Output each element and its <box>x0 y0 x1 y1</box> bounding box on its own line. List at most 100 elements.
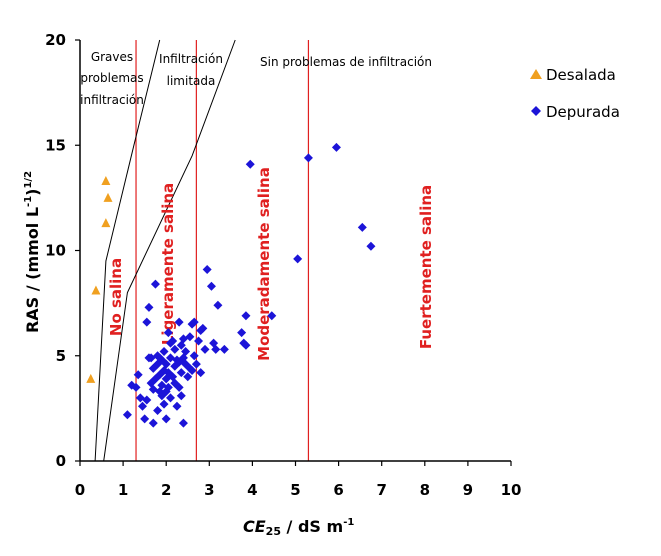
x-tick-label: 6 <box>333 481 343 499</box>
data-point-depurada <box>191 359 201 369</box>
data-point-depurada <box>174 317 184 327</box>
zone-label-sin-problemas: Sin problemas de infiltración <box>260 55 432 69</box>
data-point-depurada <box>219 344 229 354</box>
legend: Desalada Depurada <box>530 66 620 121</box>
data-point-depurada <box>202 264 212 274</box>
data-point-desalada <box>101 218 111 228</box>
data-point-depurada <box>293 254 303 264</box>
x-axis-title-main: CE <box>243 517 266 536</box>
data-point-depurada <box>357 222 367 232</box>
data-point-depurada <box>206 281 216 291</box>
y-axis-title-main: RAS / (mmol L <box>23 207 42 333</box>
x-tick-label: 5 <box>290 481 300 499</box>
data-point-depurada <box>174 382 184 392</box>
salinity-label-fuertemente: Fuertemente salina <box>417 185 435 349</box>
data-point-depurada <box>153 405 163 415</box>
data-point-depurada <box>189 351 199 361</box>
data-point-depurada <box>196 368 206 378</box>
data-point-depurada <box>142 395 152 405</box>
y-tick-label: 20 <box>45 31 66 49</box>
x-tick-label: 0 <box>75 481 85 499</box>
x-tick-label: 7 <box>376 481 386 499</box>
x-tick-label: 10 <box>501 481 522 499</box>
data-point-depurada <box>163 328 173 338</box>
x-tick-label: 1 <box>118 481 128 499</box>
x-axis-title: CE25 / dS m-1 <box>243 517 354 538</box>
data-point-depurada <box>211 344 221 354</box>
x-axis-title-units: / dS m <box>281 517 343 536</box>
data-point-depurada <box>245 159 255 169</box>
data-point-depurada <box>366 241 376 251</box>
data-point-depurada <box>237 328 247 338</box>
legend-label-depurada: Depurada <box>546 103 620 121</box>
x-tick-label: 2 <box>161 481 171 499</box>
data-point-depurada <box>187 365 197 375</box>
data-point-depurada <box>181 347 191 357</box>
data-point-depurada <box>155 353 165 363</box>
data-point-depurada <box>148 418 158 428</box>
data-point-depurada <box>159 347 169 357</box>
y-axis-title-sup1: -1 <box>23 196 34 207</box>
legend-triangle-icon <box>530 69 542 79</box>
data-point-depurada <box>166 393 176 403</box>
data-point-depurada <box>170 344 180 354</box>
data-point-depurada <box>303 153 313 163</box>
y-tick-label: 15 <box>45 136 66 154</box>
y-axis-title-close: ) <box>23 189 42 196</box>
data-point-depurada <box>241 340 251 350</box>
zone-label-graves: Graves <box>91 50 133 64</box>
x-tick-label: 4 <box>247 481 257 499</box>
salinity-label-no-salina: No salina <box>107 258 125 336</box>
data-point-depurada <box>144 353 154 363</box>
data-point-desalada <box>86 373 96 383</box>
data-point-depurada <box>161 414 171 424</box>
y-tick-label: 5 <box>56 347 66 365</box>
data-point-depurada <box>213 300 223 310</box>
zone-label-infiltracion-2: Infiltración <box>159 52 223 66</box>
data-point-depurada <box>150 279 160 289</box>
data-point-depurada <box>133 370 143 380</box>
zone-label-infiltracion: infiltración <box>80 93 144 107</box>
legend-diamond-icon <box>531 106 541 116</box>
x-tick-label: 9 <box>463 481 473 499</box>
data-point-depurada <box>189 317 199 327</box>
data-point-depurada <box>159 399 169 409</box>
data-point-depurada <box>194 336 204 346</box>
data-point-depurada <box>161 359 171 369</box>
data-point-depurada <box>161 387 171 397</box>
x-axis-title-sub: 25 <box>266 525 281 538</box>
y-axis-title-sup2: 1/2 <box>23 171 34 189</box>
zone-label-limitada: limitada <box>167 74 216 88</box>
data-points <box>86 142 376 428</box>
axis-ticks: 0 1 2 3 4 5 6 7 8 9 10 0 5 10 15 20 <box>45 31 521 499</box>
salinity-label-ligeramente: Ligeramente salina <box>159 183 177 345</box>
infiltration-boundary-line <box>94 39 161 462</box>
zone-label-problemas: problemas <box>80 71 143 85</box>
y-tick-label: 10 <box>45 242 66 260</box>
data-point-depurada <box>137 401 147 411</box>
x-tick-label: 8 <box>420 481 430 499</box>
data-point-depurada <box>267 311 277 321</box>
data-point-depurada <box>148 384 158 394</box>
data-point-depurada <box>174 357 184 367</box>
y-tick-label: 0 <box>56 452 66 470</box>
salinity-label-moderadamente: Moderadamente salina <box>255 167 273 361</box>
data-point-desalada <box>91 285 101 295</box>
data-point-depurada <box>172 401 182 411</box>
x-tick-label: 3 <box>204 481 214 499</box>
data-point-depurada <box>331 142 341 152</box>
data-point-depurada <box>185 332 195 342</box>
data-point-depurada <box>176 368 186 378</box>
x-axis-title-sup: -1 <box>343 517 354 528</box>
data-point-depurada <box>198 323 208 333</box>
infiltration-boundary-line <box>103 39 236 462</box>
data-point-depurada <box>176 391 186 401</box>
data-point-depurada <box>144 302 154 312</box>
data-point-depurada <box>183 372 193 382</box>
data-point-depurada <box>241 311 251 321</box>
data-point-depurada <box>178 418 188 428</box>
data-point-depurada <box>140 414 150 424</box>
data-point-depurada <box>122 410 132 420</box>
y-axis-title: RAS / (mmol L-1)1/2 <box>23 171 42 333</box>
